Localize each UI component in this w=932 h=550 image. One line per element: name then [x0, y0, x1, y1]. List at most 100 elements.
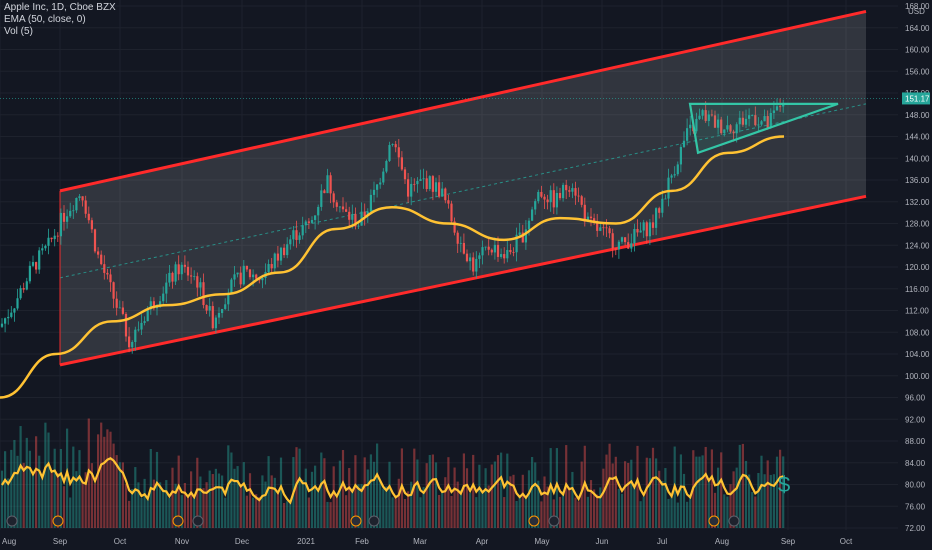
volume-bar	[22, 462, 25, 528]
volume-bar	[496, 455, 500, 528]
price-tick-label: 136.00	[905, 176, 930, 185]
dividend-marker-icon	[728, 515, 740, 527]
candle-body	[627, 242, 630, 249]
candle-body	[673, 174, 676, 176]
volume-bar	[168, 497, 171, 528]
volume-bar	[255, 494, 258, 528]
event-markers[interactable]: $	[6, 472, 790, 527]
volume-bar	[422, 487, 425, 528]
earnings-marker-icon	[528, 515, 540, 527]
currency-label: USD	[908, 7, 925, 16]
candle-body	[562, 184, 565, 199]
triangle-pattern-drawing[interactable]	[688, 102, 839, 155]
candle-body	[518, 232, 521, 235]
candle-body	[121, 307, 124, 314]
candle-body	[351, 214, 354, 220]
volume-bars	[0, 418, 785, 528]
volume-bar	[757, 473, 760, 528]
candle-body	[729, 125, 732, 132]
candle-body	[472, 257, 475, 272]
candle-body	[608, 228, 611, 234]
volume-bar	[345, 495, 348, 528]
candle-body	[487, 246, 490, 250]
volume-bar	[748, 474, 751, 528]
candle-body	[348, 211, 351, 220]
time-axis[interactable]: Aug Sep Oct Nov Dec 2021 Feb Mar Apr May Jun Jul Aug…	[2, 537, 853, 546]
candle-body	[552, 190, 555, 208]
candle-body	[642, 222, 645, 231]
candle-body	[180, 264, 183, 275]
candle-body	[757, 124, 760, 126]
price-tick-label: 140.00	[905, 154, 930, 163]
candle-body	[630, 243, 633, 249]
volume-bar	[453, 467, 456, 528]
volume-bar	[627, 462, 630, 528]
volume-bar	[171, 467, 174, 528]
candle-body	[456, 232, 459, 244]
price-tick-label: 84.00	[905, 459, 926, 468]
candle-body	[335, 202, 338, 207]
volume-bar	[329, 502, 332, 528]
volume-bar	[128, 500, 131, 528]
volume-bar	[651, 447, 655, 528]
candle-body	[233, 274, 236, 280]
volume-bar	[10, 449, 13, 528]
symbol-title[interactable]: Apple Inc, 1D, Cboe BZX	[4, 2, 116, 13]
candle-body	[72, 210, 75, 212]
channel-drawing[interactable]	[59, 9, 867, 367]
candle-body	[549, 190, 552, 203]
volume-bar	[472, 454, 475, 528]
candle-body	[394, 144, 397, 148]
candle-body	[115, 298, 118, 308]
candle-body	[279, 247, 283, 261]
volume-bar	[301, 479, 304, 528]
candle-body	[261, 277, 264, 281]
volume-bar	[782, 456, 785, 528]
candle-body	[732, 131, 735, 134]
volume-bar	[537, 480, 540, 528]
candle-body	[87, 213, 90, 221]
candle-body	[38, 250, 41, 270]
volume-bar	[196, 457, 199, 528]
candle-body	[428, 176, 431, 190]
volume-bar	[264, 481, 267, 528]
volume-bar	[217, 473, 221, 528]
candle-body	[230, 279, 233, 293]
candle-body	[596, 222, 599, 231]
volume-legend[interactable]: Vol (5)	[4, 26, 33, 37]
candle-body	[512, 252, 515, 253]
ema-legend[interactable]: EMA (50, close, 0)	[4, 14, 86, 25]
candle-body	[217, 313, 221, 318]
candle-body	[372, 189, 376, 195]
volume-bar	[633, 487, 636, 528]
candle-body	[69, 210, 72, 217]
time-tick-label: Jun	[596, 537, 609, 546]
volume-bar	[248, 473, 252, 528]
volume-bar	[769, 474, 772, 528]
candle-body	[465, 253, 469, 262]
candle-body	[450, 203, 453, 222]
volume-bar	[484, 468, 487, 528]
volume-bar	[450, 495, 453, 528]
candle-body	[664, 198, 667, 200]
price-tick-label: 112.00	[905, 307, 929, 316]
volume-bar	[543, 476, 546, 528]
volume-bar	[304, 468, 307, 528]
volume-bar	[772, 474, 775, 528]
candle-body	[186, 266, 190, 276]
volume-bar	[159, 482, 162, 528]
volume-bar	[93, 483, 97, 528]
candle-body	[379, 182, 382, 185]
candle-body	[236, 272, 239, 275]
candle-body	[648, 222, 651, 237]
volume-bar	[146, 499, 149, 528]
candle-body	[84, 200, 87, 214]
candle-body	[314, 215, 317, 220]
volume-bar	[441, 490, 444, 528]
volume-bar	[726, 496, 729, 528]
price-axis[interactable]: USD168.00164.00160.00156.00152.00148.001…	[0, 2, 930, 533]
candle-body	[35, 262, 38, 270]
volume-bar	[658, 470, 661, 528]
